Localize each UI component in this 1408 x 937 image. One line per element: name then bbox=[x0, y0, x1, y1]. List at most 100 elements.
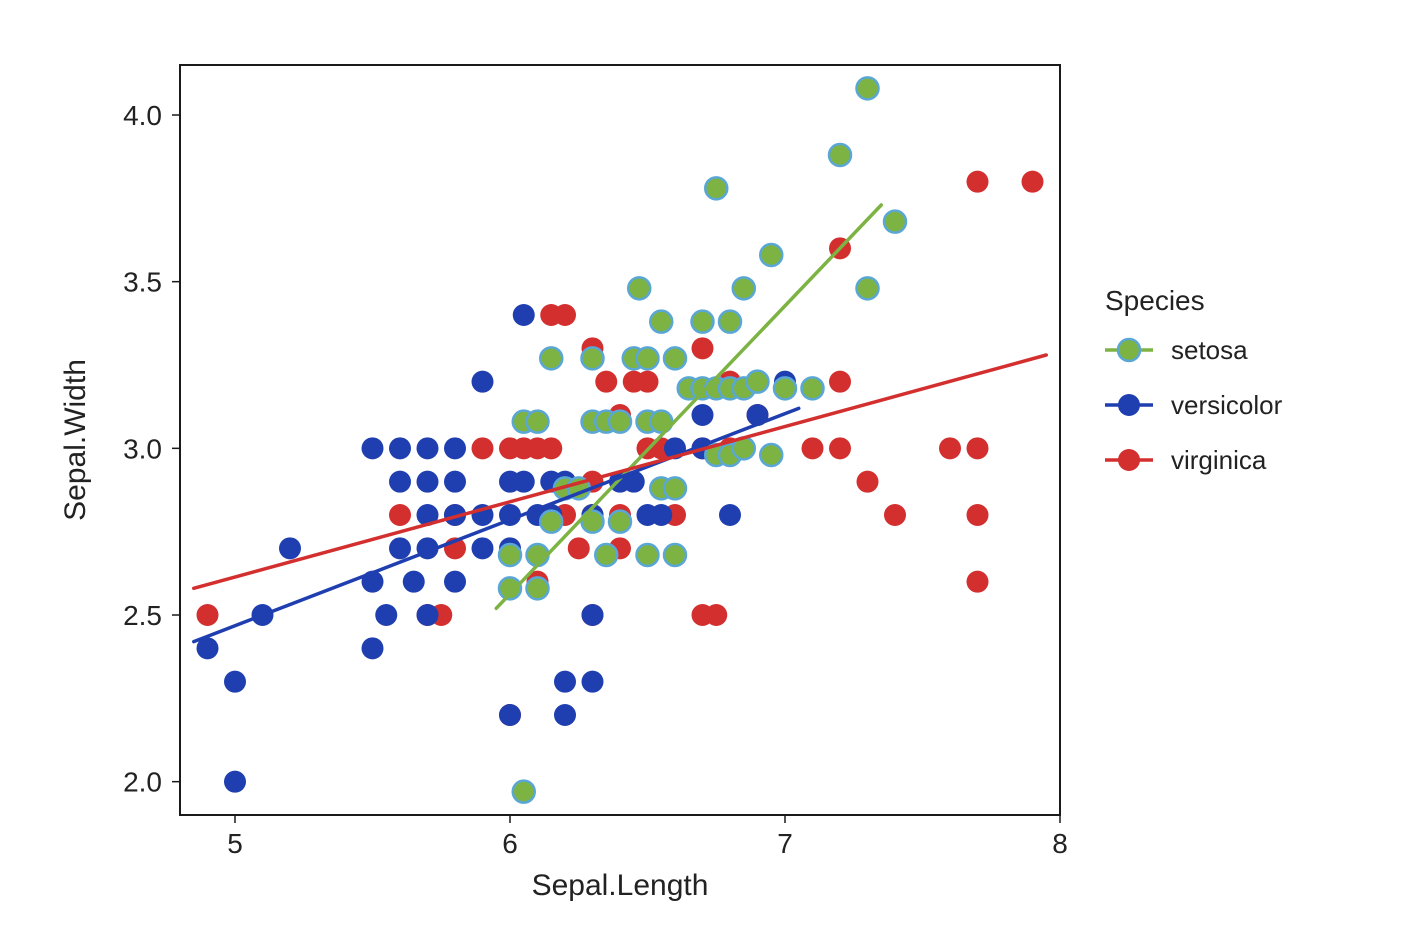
data-point bbox=[705, 177, 727, 199]
data-point bbox=[403, 571, 425, 593]
data-point bbox=[417, 471, 439, 493]
data-point bbox=[829, 437, 851, 459]
data-point bbox=[967, 437, 989, 459]
data-point bbox=[719, 504, 741, 526]
data-point bbox=[224, 771, 246, 793]
data-point bbox=[692, 337, 714, 359]
data-point bbox=[692, 404, 714, 426]
data-point bbox=[747, 371, 769, 393]
x-tick-label: 6 bbox=[502, 828, 518, 859]
data-point bbox=[692, 311, 714, 333]
data-point bbox=[939, 437, 961, 459]
data-point bbox=[472, 537, 494, 559]
y-tick-label: 3.5 bbox=[123, 267, 162, 298]
data-point bbox=[664, 347, 686, 369]
data-point bbox=[857, 277, 879, 299]
regression-line bbox=[496, 205, 881, 608]
data-point bbox=[967, 171, 989, 193]
data-point bbox=[609, 511, 631, 533]
data-point bbox=[472, 437, 494, 459]
data-point bbox=[582, 604, 604, 626]
data-point bbox=[664, 477, 686, 499]
data-point bbox=[733, 277, 755, 299]
data-point bbox=[857, 471, 879, 493]
x-tick-label: 7 bbox=[777, 828, 793, 859]
legend-item-label: versicolor bbox=[1171, 390, 1283, 420]
data-point bbox=[637, 347, 659, 369]
data-point bbox=[637, 544, 659, 566]
legend-item-label: virginica bbox=[1171, 445, 1267, 475]
data-point bbox=[444, 571, 466, 593]
data-point bbox=[417, 437, 439, 459]
data-point bbox=[967, 504, 989, 526]
data-point bbox=[554, 304, 576, 326]
data-point bbox=[664, 544, 686, 566]
data-point bbox=[197, 604, 219, 626]
data-point bbox=[499, 544, 521, 566]
data-point bbox=[1022, 171, 1044, 193]
data-point bbox=[417, 604, 439, 626]
data-point bbox=[650, 504, 672, 526]
data-point bbox=[705, 604, 727, 626]
data-point bbox=[389, 437, 411, 459]
data-point bbox=[760, 444, 782, 466]
data-point bbox=[884, 504, 906, 526]
y-axis-label: Sepal.Width bbox=[59, 359, 92, 521]
legend-point-icon bbox=[1118, 449, 1140, 471]
data-point bbox=[857, 77, 879, 99]
data-point bbox=[527, 577, 549, 599]
data-point bbox=[719, 311, 741, 333]
data-point bbox=[540, 347, 562, 369]
legend-point-icon bbox=[1118, 339, 1140, 361]
data-point bbox=[540, 511, 562, 533]
data-point bbox=[389, 471, 411, 493]
data-point bbox=[582, 347, 604, 369]
data-point bbox=[774, 377, 796, 399]
data-point bbox=[224, 671, 246, 693]
plot-panel bbox=[180, 65, 1060, 815]
x-tick-label: 8 bbox=[1052, 828, 1068, 859]
data-point bbox=[513, 471, 535, 493]
data-point bbox=[554, 671, 576, 693]
data-point bbox=[444, 471, 466, 493]
legend-title: Species bbox=[1105, 285, 1205, 316]
legend-item-label: setosa bbox=[1171, 335, 1248, 365]
data-point bbox=[389, 504, 411, 526]
data-point bbox=[829, 144, 851, 166]
data-point bbox=[884, 211, 906, 233]
scatter-chart: 5 6 7 8 2.0 2.5 3.0 3.5 4.0 Sepal.Length Sepal.Wid… bbox=[0, 0, 1408, 937]
y-tick-label: 2.0 bbox=[123, 767, 162, 798]
data-point bbox=[513, 781, 535, 803]
data-point bbox=[967, 571, 989, 593]
data-point bbox=[472, 371, 494, 393]
data-point bbox=[279, 537, 301, 559]
data-point bbox=[595, 544, 617, 566]
data-point bbox=[540, 437, 562, 459]
legend-point-icon bbox=[1118, 394, 1140, 416]
x-axis-label: Sepal.Length bbox=[532, 869, 709, 902]
data-point bbox=[637, 371, 659, 393]
data-point bbox=[513, 304, 535, 326]
data-point bbox=[595, 371, 617, 393]
data-point bbox=[362, 637, 384, 659]
data-point bbox=[609, 411, 631, 433]
data-point bbox=[650, 311, 672, 333]
data-point bbox=[527, 411, 549, 433]
data-point bbox=[389, 537, 411, 559]
data-point bbox=[444, 437, 466, 459]
y-tick-label: 3.0 bbox=[123, 433, 162, 464]
y-tick-label: 2.5 bbox=[123, 600, 162, 631]
data-point bbox=[802, 437, 824, 459]
data-point bbox=[802, 377, 824, 399]
data-point bbox=[760, 244, 782, 266]
data-point bbox=[554, 704, 576, 726]
data-point bbox=[628, 277, 650, 299]
x-tick-label: 5 bbox=[227, 828, 243, 859]
data-point bbox=[362, 437, 384, 459]
data-point bbox=[568, 537, 590, 559]
data-point bbox=[582, 671, 604, 693]
data-point bbox=[829, 371, 851, 393]
data-point bbox=[375, 604, 397, 626]
y-tick-label: 4.0 bbox=[123, 100, 162, 131]
data-point bbox=[499, 704, 521, 726]
